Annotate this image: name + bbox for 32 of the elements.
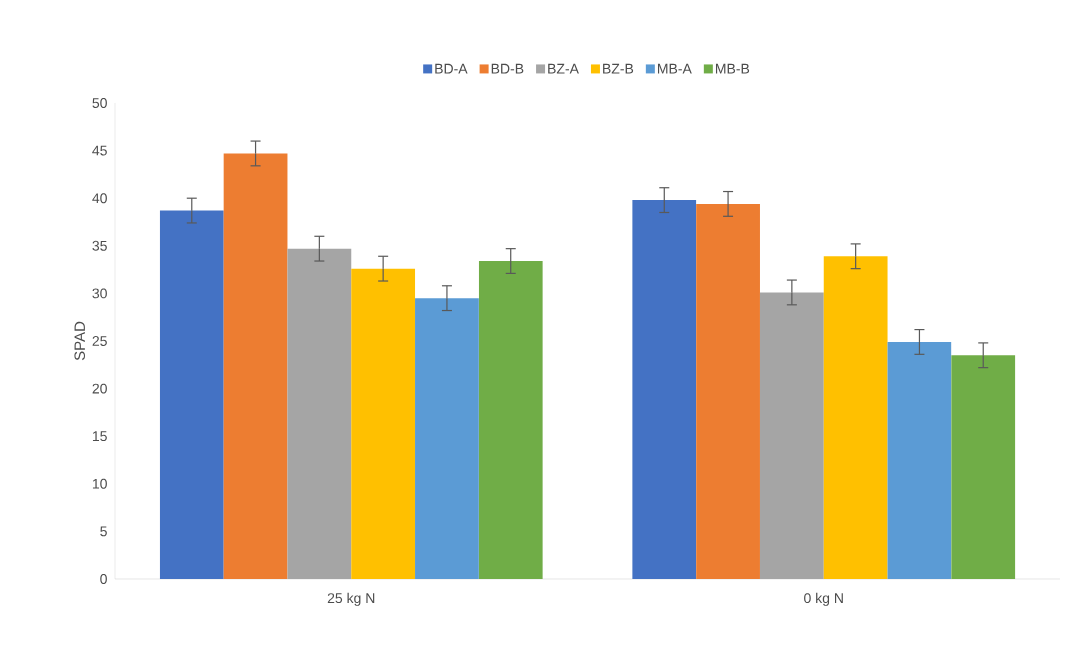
y-axis-title: SPAD bbox=[74, 321, 86, 361]
legend-label: BZ-B bbox=[603, 63, 634, 74]
bar bbox=[759, 292, 824, 579]
y-tick-label: 15 bbox=[92, 431, 107, 442]
y-tick-label: 10 bbox=[92, 478, 107, 489]
bar bbox=[223, 153, 288, 579]
y-tick-label: 50 bbox=[92, 98, 107, 108]
y-tick-label: 20 bbox=[92, 383, 107, 394]
y-tick-label: 5 bbox=[100, 526, 107, 537]
y-tick-label: 35 bbox=[92, 240, 107, 251]
bar bbox=[159, 210, 224, 579]
y-tick-label: 30 bbox=[92, 288, 107, 299]
y-tick-label: 25 bbox=[92, 336, 107, 346]
bar bbox=[415, 298, 479, 579]
x-tick-label: 0 kg N bbox=[804, 592, 843, 606]
bar bbox=[951, 355, 1016, 579]
bar bbox=[887, 341, 952, 579]
bar bbox=[287, 248, 352, 579]
bar bbox=[632, 200, 697, 579]
y-tick-label: 0 bbox=[100, 574, 107, 584]
legend-label: MB-A bbox=[657, 63, 692, 74]
legend-label: BZ-A bbox=[548, 63, 579, 74]
bar bbox=[696, 203, 760, 579]
x-tick-label: 25 kg N bbox=[327, 592, 375, 606]
legend-label: BD-A bbox=[435, 63, 468, 74]
bar bbox=[823, 256, 888, 579]
bar bbox=[351, 268, 416, 579]
y-tick-label: 45 bbox=[92, 145, 107, 156]
legend-label: BD-B bbox=[491, 63, 524, 74]
legend-label: MB-B bbox=[715, 63, 750, 74]
bar bbox=[478, 261, 543, 579]
y-tick-label: 40 bbox=[92, 193, 107, 204]
